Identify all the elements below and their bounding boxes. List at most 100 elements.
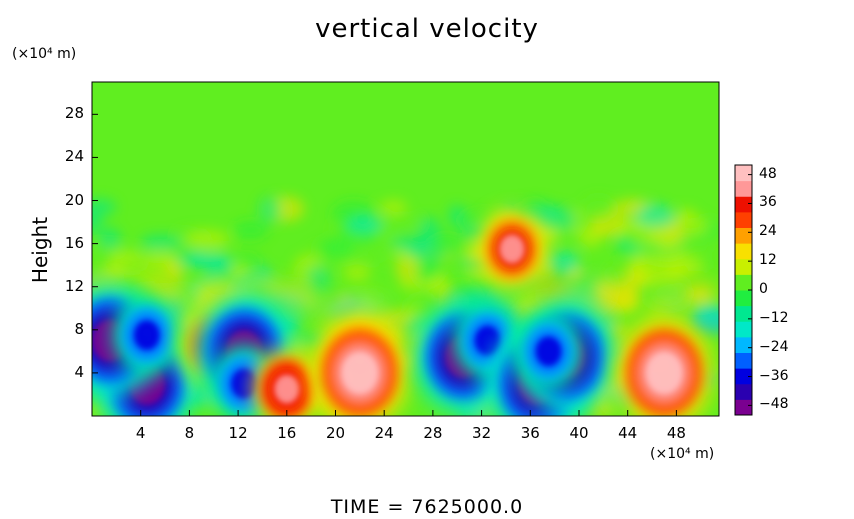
mid-band-blob	[522, 282, 559, 303]
turbulence-blob	[383, 215, 423, 229]
x-tick-label: 44	[618, 424, 638, 442]
colorbar-tick-label: 12	[759, 252, 777, 269]
colorbar-swatch	[735, 352, 752, 369]
turbulence-blob	[256, 266, 273, 279]
turbulence-blob	[621, 228, 641, 248]
core-level	[341, 351, 379, 394]
turbulence-blob	[397, 279, 433, 291]
turbulence-blob	[99, 268, 129, 281]
turbulence-blob	[307, 265, 330, 289]
turbulence-blob	[98, 227, 122, 250]
turbulence-blob	[579, 234, 603, 248]
colorbar-swatch	[735, 399, 752, 416]
colorbar-tick-label: 24	[759, 223, 777, 240]
colorbar-swatch	[735, 321, 752, 338]
y-tick-label: 20	[64, 190, 84, 209]
core-level	[499, 234, 525, 264]
mid-band-blob	[568, 278, 605, 299]
turbulence-blob	[693, 300, 719, 326]
turbulence-blob	[189, 252, 233, 268]
y-tick-label: 8	[74, 319, 84, 338]
colorbar-tick-label: 0	[759, 281, 768, 297]
turbulence-blob	[546, 250, 581, 274]
colorbar-swatch	[735, 336, 752, 353]
turbulence-blob	[92, 402, 104, 416]
turbulence-blob	[404, 295, 439, 315]
colorbar	[734, 164, 753, 416]
turbulence-blob	[233, 220, 269, 240]
x-tick-label: 20	[325, 424, 346, 442]
turbulence-blob	[343, 263, 371, 282]
cores-layer	[92, 209, 714, 416]
turbulence-blob	[258, 196, 282, 223]
turbulence-blob	[651, 224, 677, 247]
colorbar-swatch	[735, 227, 752, 244]
x-axis-unit: (×10⁴ m)	[650, 446, 715, 462]
turbulence-blob	[379, 199, 408, 215]
turbulence-blob	[140, 233, 182, 252]
colorbar-swatch	[735, 258, 752, 275]
turbulence-blob	[534, 205, 578, 233]
core-level	[646, 351, 683, 394]
core-level	[535, 336, 562, 366]
mid-band-blob	[275, 295, 312, 316]
core-feature	[477, 209, 547, 289]
colorbar-swatch	[735, 165, 752, 182]
turbulence-blob	[108, 250, 145, 263]
colorbar-swatch	[735, 290, 752, 307]
turbulence-blob	[92, 210, 103, 234]
core-level	[274, 374, 300, 404]
turbulence-blob	[142, 252, 178, 273]
turbulence-blob	[415, 259, 441, 282]
core-feature	[310, 316, 410, 416]
axes	[91, 81, 720, 417]
turbulence-blob	[395, 258, 423, 281]
colorbar-tick-label: −24	[759, 338, 789, 355]
x-tick-label: 28	[423, 424, 443, 442]
colorbar-tick-label: 48	[759, 165, 777, 182]
plot-frame	[91, 81, 720, 417]
x-tick-label: 8	[184, 424, 195, 442]
y-tick-label: 28	[64, 104, 84, 123]
turbulence-blob	[185, 229, 230, 249]
turbulence-blob	[427, 233, 462, 258]
core-feature	[614, 316, 714, 416]
turbulence-blob	[92, 198, 117, 217]
mid-band-blob	[145, 277, 182, 298]
colorbar-tick-label: 36	[759, 194, 777, 211]
turbulence-blob	[585, 403, 614, 416]
turbulence-blob	[679, 238, 712, 255]
turbulence-blob	[346, 214, 383, 234]
core-level	[231, 369, 257, 399]
time-footer: TIME = 7625000.0	[330, 496, 524, 518]
colorbar-tick-label: −12	[759, 309, 789, 326]
core-level	[475, 326, 501, 356]
turbulence-blob	[568, 268, 586, 282]
mid-band-blob	[599, 280, 636, 301]
turbulence-blob	[606, 265, 632, 284]
y-tick-label: 12	[64, 276, 84, 295]
x-tick-label: 40	[569, 424, 589, 442]
colorbar-swatch	[735, 180, 752, 197]
y-axis-unit: (×10⁴ m)	[12, 46, 77, 62]
colorbar-tick-label: −36	[759, 367, 789, 384]
turbulence-blob	[391, 234, 433, 254]
turbulence-blob	[418, 216, 441, 242]
core-feature	[514, 312, 583, 391]
colorbar-swatch	[735, 274, 752, 291]
turbulence-blob	[319, 237, 355, 259]
colorbar-swatch	[735, 196, 752, 213]
turbulence-blob	[634, 255, 666, 267]
colorbar-swatch	[735, 368, 752, 385]
turbulence-blob	[582, 196, 615, 221]
y-tick-label: 4	[74, 362, 84, 381]
mid-band-blob	[442, 282, 479, 303]
colorbar-swatch	[735, 211, 752, 228]
x-tick-label: 32	[472, 424, 492, 442]
mid-band-blob	[682, 281, 719, 302]
velocity-field	[92, 82, 719, 416]
y-tick-label: 16	[64, 233, 84, 252]
turbulence-blob	[678, 215, 709, 237]
turbulence-blob	[663, 254, 703, 278]
